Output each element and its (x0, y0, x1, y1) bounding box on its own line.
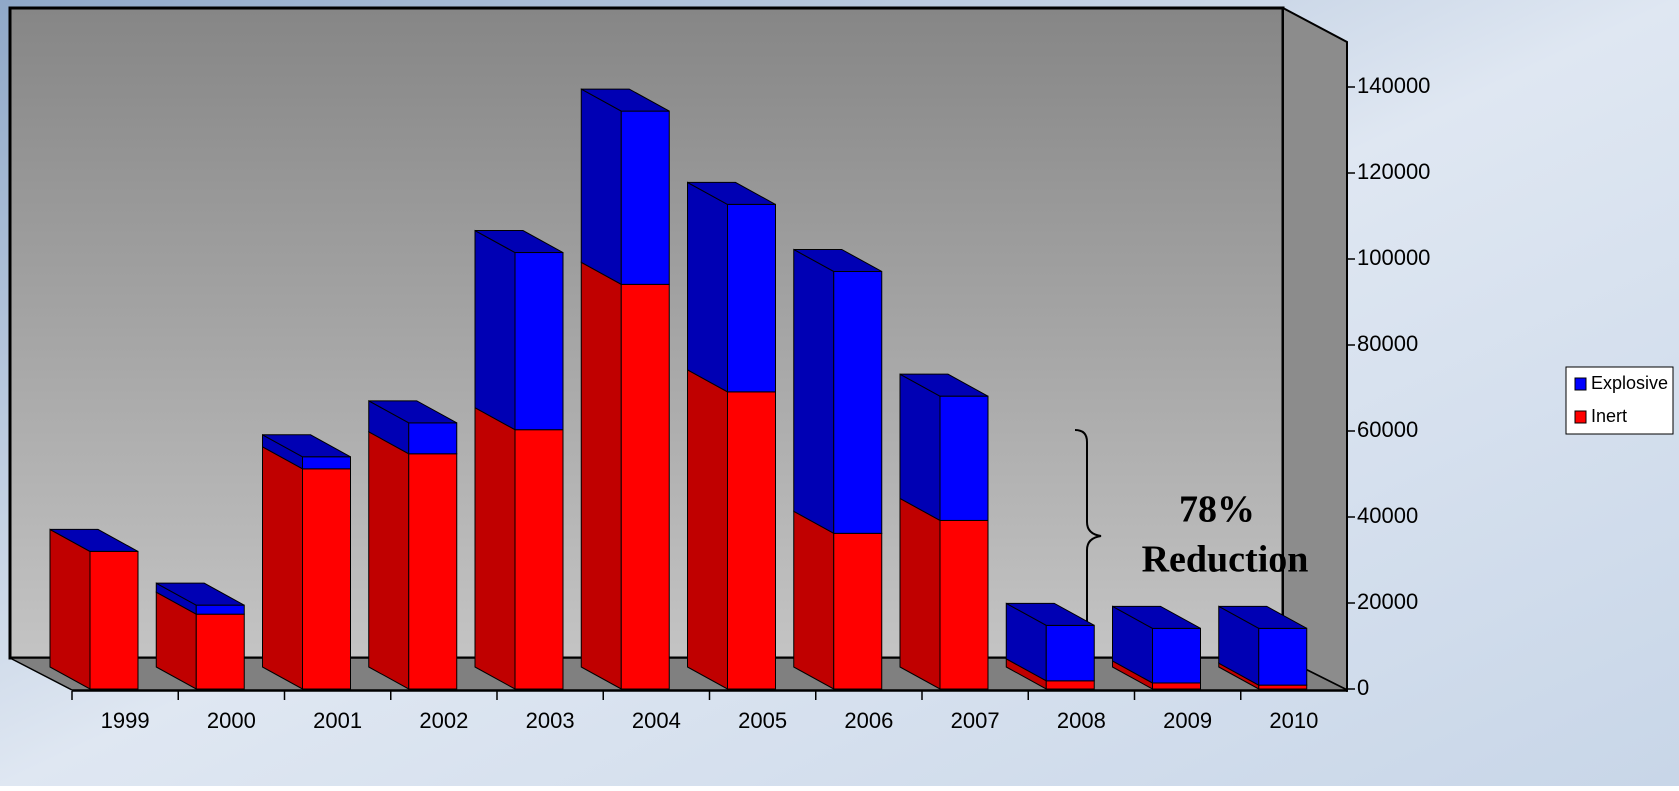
bar (408, 453, 458, 690)
annotation: 78% (1179, 489, 1255, 531)
bar (939, 519, 989, 690)
bar-side (49, 528, 91, 690)
bar-side (687, 369, 728, 690)
bar (1045, 624, 1095, 682)
y-tick-label: 40000 (1357, 503, 1418, 528)
bar (939, 395, 989, 521)
bar (195, 613, 245, 690)
side-wall (1282, 6, 1348, 692)
bar-top (474, 230, 564, 254)
bar (1152, 682, 1201, 690)
bar-top (581, 88, 670, 112)
bar (620, 283, 670, 690)
y-tick-label: 100000 (1357, 245, 1430, 270)
bar (1152, 627, 1201, 684)
bar (833, 532, 883, 690)
bar (833, 270, 883, 534)
y-tick-label: 0 (1357, 675, 1369, 700)
bar-top (793, 248, 882, 272)
x-tick-label: 2007 (951, 708, 1000, 733)
x-tick-label: 2008 (1057, 708, 1106, 733)
bar (1045, 680, 1095, 690)
y-tick-label: 80000 (1357, 331, 1418, 356)
legend-swatch (1574, 377, 1587, 391)
bar (302, 456, 351, 470)
bar (620, 110, 670, 285)
x-tick-label: 2003 (526, 708, 575, 733)
bar-side (899, 497, 941, 690)
bar (89, 550, 139, 690)
annotation: Reduction (1142, 539, 1309, 581)
bar (408, 422, 458, 455)
bar-side (580, 88, 622, 286)
bar-top (156, 582, 245, 606)
bar (1258, 684, 1308, 690)
bar-top (1218, 605, 1307, 629)
y-tick-label: 120000 (1357, 159, 1430, 184)
x-tick-label: 2004 (632, 708, 681, 733)
bar (514, 252, 564, 431)
bar (727, 391, 776, 690)
bar-side (580, 261, 622, 690)
x-tick-label: 2009 (1163, 708, 1212, 733)
x-tick-label: 2000 (207, 708, 256, 733)
y-tick-label: 20000 (1357, 589, 1418, 614)
bar-side (687, 181, 728, 393)
bar (195, 604, 245, 615)
x-tick-label: 2001 (313, 708, 362, 733)
x-tick-label: 2005 (738, 708, 787, 733)
bar-side (899, 373, 941, 522)
y-tick-label: 60000 (1357, 417, 1418, 442)
bar-top (49, 528, 139, 552)
bar (302, 468, 351, 690)
bar-side (368, 430, 410, 690)
legend-label: Inert (1591, 406, 1627, 426)
bar-top (1006, 602, 1095, 626)
bar-top (368, 400, 457, 424)
legend-label: Explosive (1591, 373, 1668, 393)
x-tick-label: 1999 (101, 708, 150, 733)
bar-side (793, 510, 835, 690)
bar (514, 429, 564, 690)
bar-top (687, 181, 776, 205)
x-tick-label: 2010 (1269, 708, 1318, 733)
x-tick-label: 2002 (419, 708, 468, 733)
bar-side (474, 229, 516, 431)
bar (1258, 627, 1308, 686)
bar-top (262, 434, 351, 458)
bar-side (262, 445, 303, 690)
bar-top (1112, 605, 1201, 629)
legend-swatch (1574, 410, 1587, 424)
bar-side (474, 406, 516, 690)
x-tick-label: 2006 (844, 708, 893, 733)
bar (727, 203, 776, 393)
bar-top (899, 373, 989, 397)
bar-side (793, 248, 835, 535)
y-tick-label: 140000 (1357, 73, 1430, 98)
